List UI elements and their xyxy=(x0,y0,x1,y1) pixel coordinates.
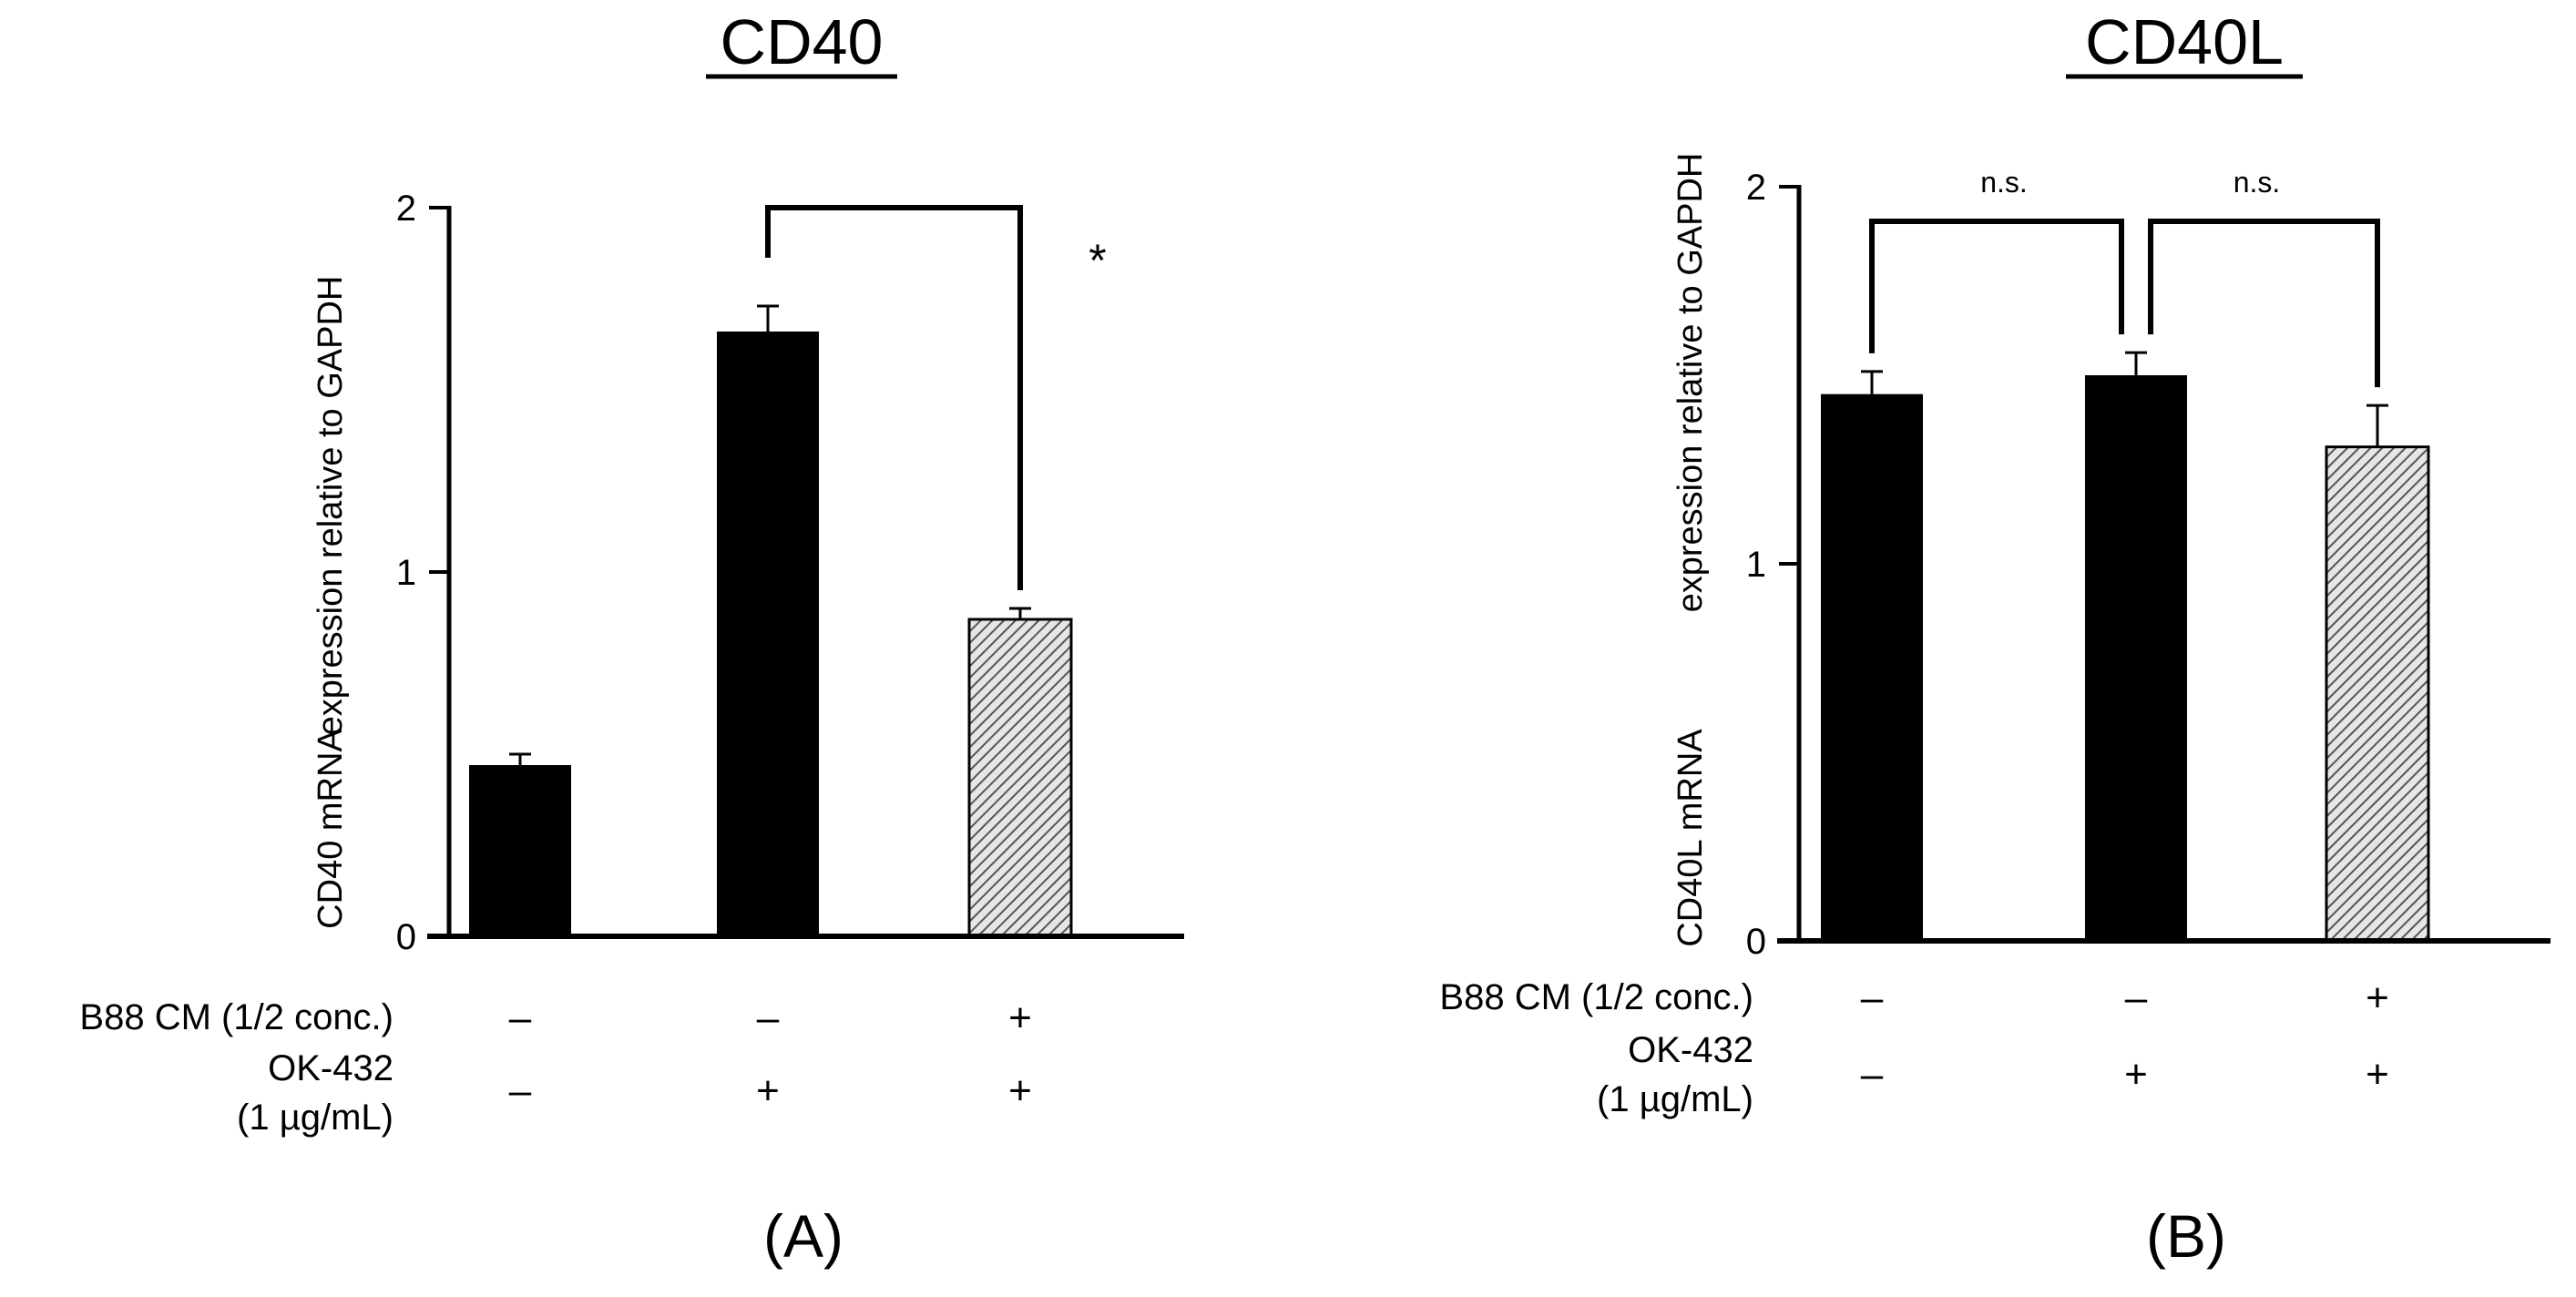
condition-sign: + xyxy=(756,1068,780,1113)
y-tick-label: 1 xyxy=(1746,545,1766,585)
y-axis-label-rest: expression relative to GAPDH xyxy=(312,276,350,736)
significance-bracket xyxy=(1869,219,2124,353)
significance-label: * xyxy=(1089,235,1106,286)
y-tick-label: 2 xyxy=(396,189,416,229)
bar xyxy=(2325,445,2430,943)
bar xyxy=(967,618,1073,938)
y-tick-label: 2 xyxy=(1746,168,1766,208)
condition-sign: – xyxy=(1861,1052,1884,1097)
condition-label: (1 µg/mL) xyxy=(237,1098,394,1138)
panel-b-cd40l: CD40L 0 1 2 CD40L mRNA expression relative to… xyxy=(1439,6,2550,1270)
y-tick-label: 0 xyxy=(396,917,416,957)
condition-label: OK-432 xyxy=(268,1048,394,1088)
panel-letter: (A) xyxy=(763,1202,843,1270)
bar xyxy=(2085,375,2187,941)
condition-sign: – xyxy=(509,996,532,1040)
condition-label: B88 CM (1/2 conc.) xyxy=(1439,977,1753,1017)
condition-sign: – xyxy=(2125,975,2148,1020)
condition-sign: – xyxy=(509,1068,532,1113)
condition-sign: + xyxy=(1008,996,1032,1040)
y-axis-label-rest: expression relative to GAPDH xyxy=(1671,153,1710,613)
condition-sign: + xyxy=(1008,1068,1032,1113)
significance-label: n.s. xyxy=(2234,166,2281,199)
condition-sign: + xyxy=(2124,1052,2148,1097)
bar xyxy=(717,332,819,936)
panel-letter: (B) xyxy=(2146,1202,2226,1270)
condition-label: (1 µg/mL) xyxy=(1597,1079,1753,1119)
significance-label: n.s. xyxy=(1980,166,2028,199)
y-tick-label: 1 xyxy=(396,553,416,593)
chart-title: CD40L xyxy=(2085,6,2284,77)
condition-sign: + xyxy=(2366,1052,2389,1097)
chart-title: CD40 xyxy=(721,6,884,77)
significance-bracket xyxy=(765,205,1023,590)
y-axis-label-gene: CD40L mRNA xyxy=(1671,729,1710,947)
y-tick-label: 0 xyxy=(1746,922,1766,962)
condition-sign: + xyxy=(2366,975,2389,1020)
condition-label: B88 CM (1/2 conc.) xyxy=(79,997,394,1037)
significance-bracket xyxy=(2148,219,2380,388)
condition-label: OK-432 xyxy=(1628,1030,1753,1070)
bar xyxy=(1821,393,1923,941)
y-axis-label-gene: CD40 mRNA xyxy=(312,729,350,929)
condition-sign: – xyxy=(757,996,780,1040)
bar xyxy=(469,765,571,936)
condition-sign: – xyxy=(1861,975,1884,1020)
